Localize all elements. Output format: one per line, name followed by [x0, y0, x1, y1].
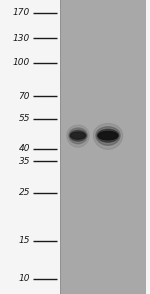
Text: 100: 100 [13, 58, 30, 67]
Ellipse shape [98, 131, 118, 140]
Text: 55: 55 [18, 114, 30, 123]
Text: 170: 170 [13, 8, 30, 17]
Text: 10: 10 [18, 274, 30, 283]
Ellipse shape [70, 132, 86, 139]
Text: 130: 130 [13, 34, 30, 43]
Ellipse shape [70, 130, 86, 141]
Ellipse shape [97, 129, 119, 142]
Bar [60, 0, 150, 294]
Text: 15: 15 [18, 236, 30, 245]
Text: 25: 25 [18, 188, 30, 197]
Ellipse shape [96, 127, 120, 145]
Ellipse shape [67, 125, 89, 147]
Text: 70: 70 [18, 92, 30, 101]
Text: 40: 40 [18, 144, 30, 153]
Bar [146, 0, 150, 294]
Ellipse shape [69, 128, 87, 144]
Bar [0, 0, 60, 294]
Text: 35: 35 [18, 157, 30, 166]
Ellipse shape [93, 123, 123, 149]
